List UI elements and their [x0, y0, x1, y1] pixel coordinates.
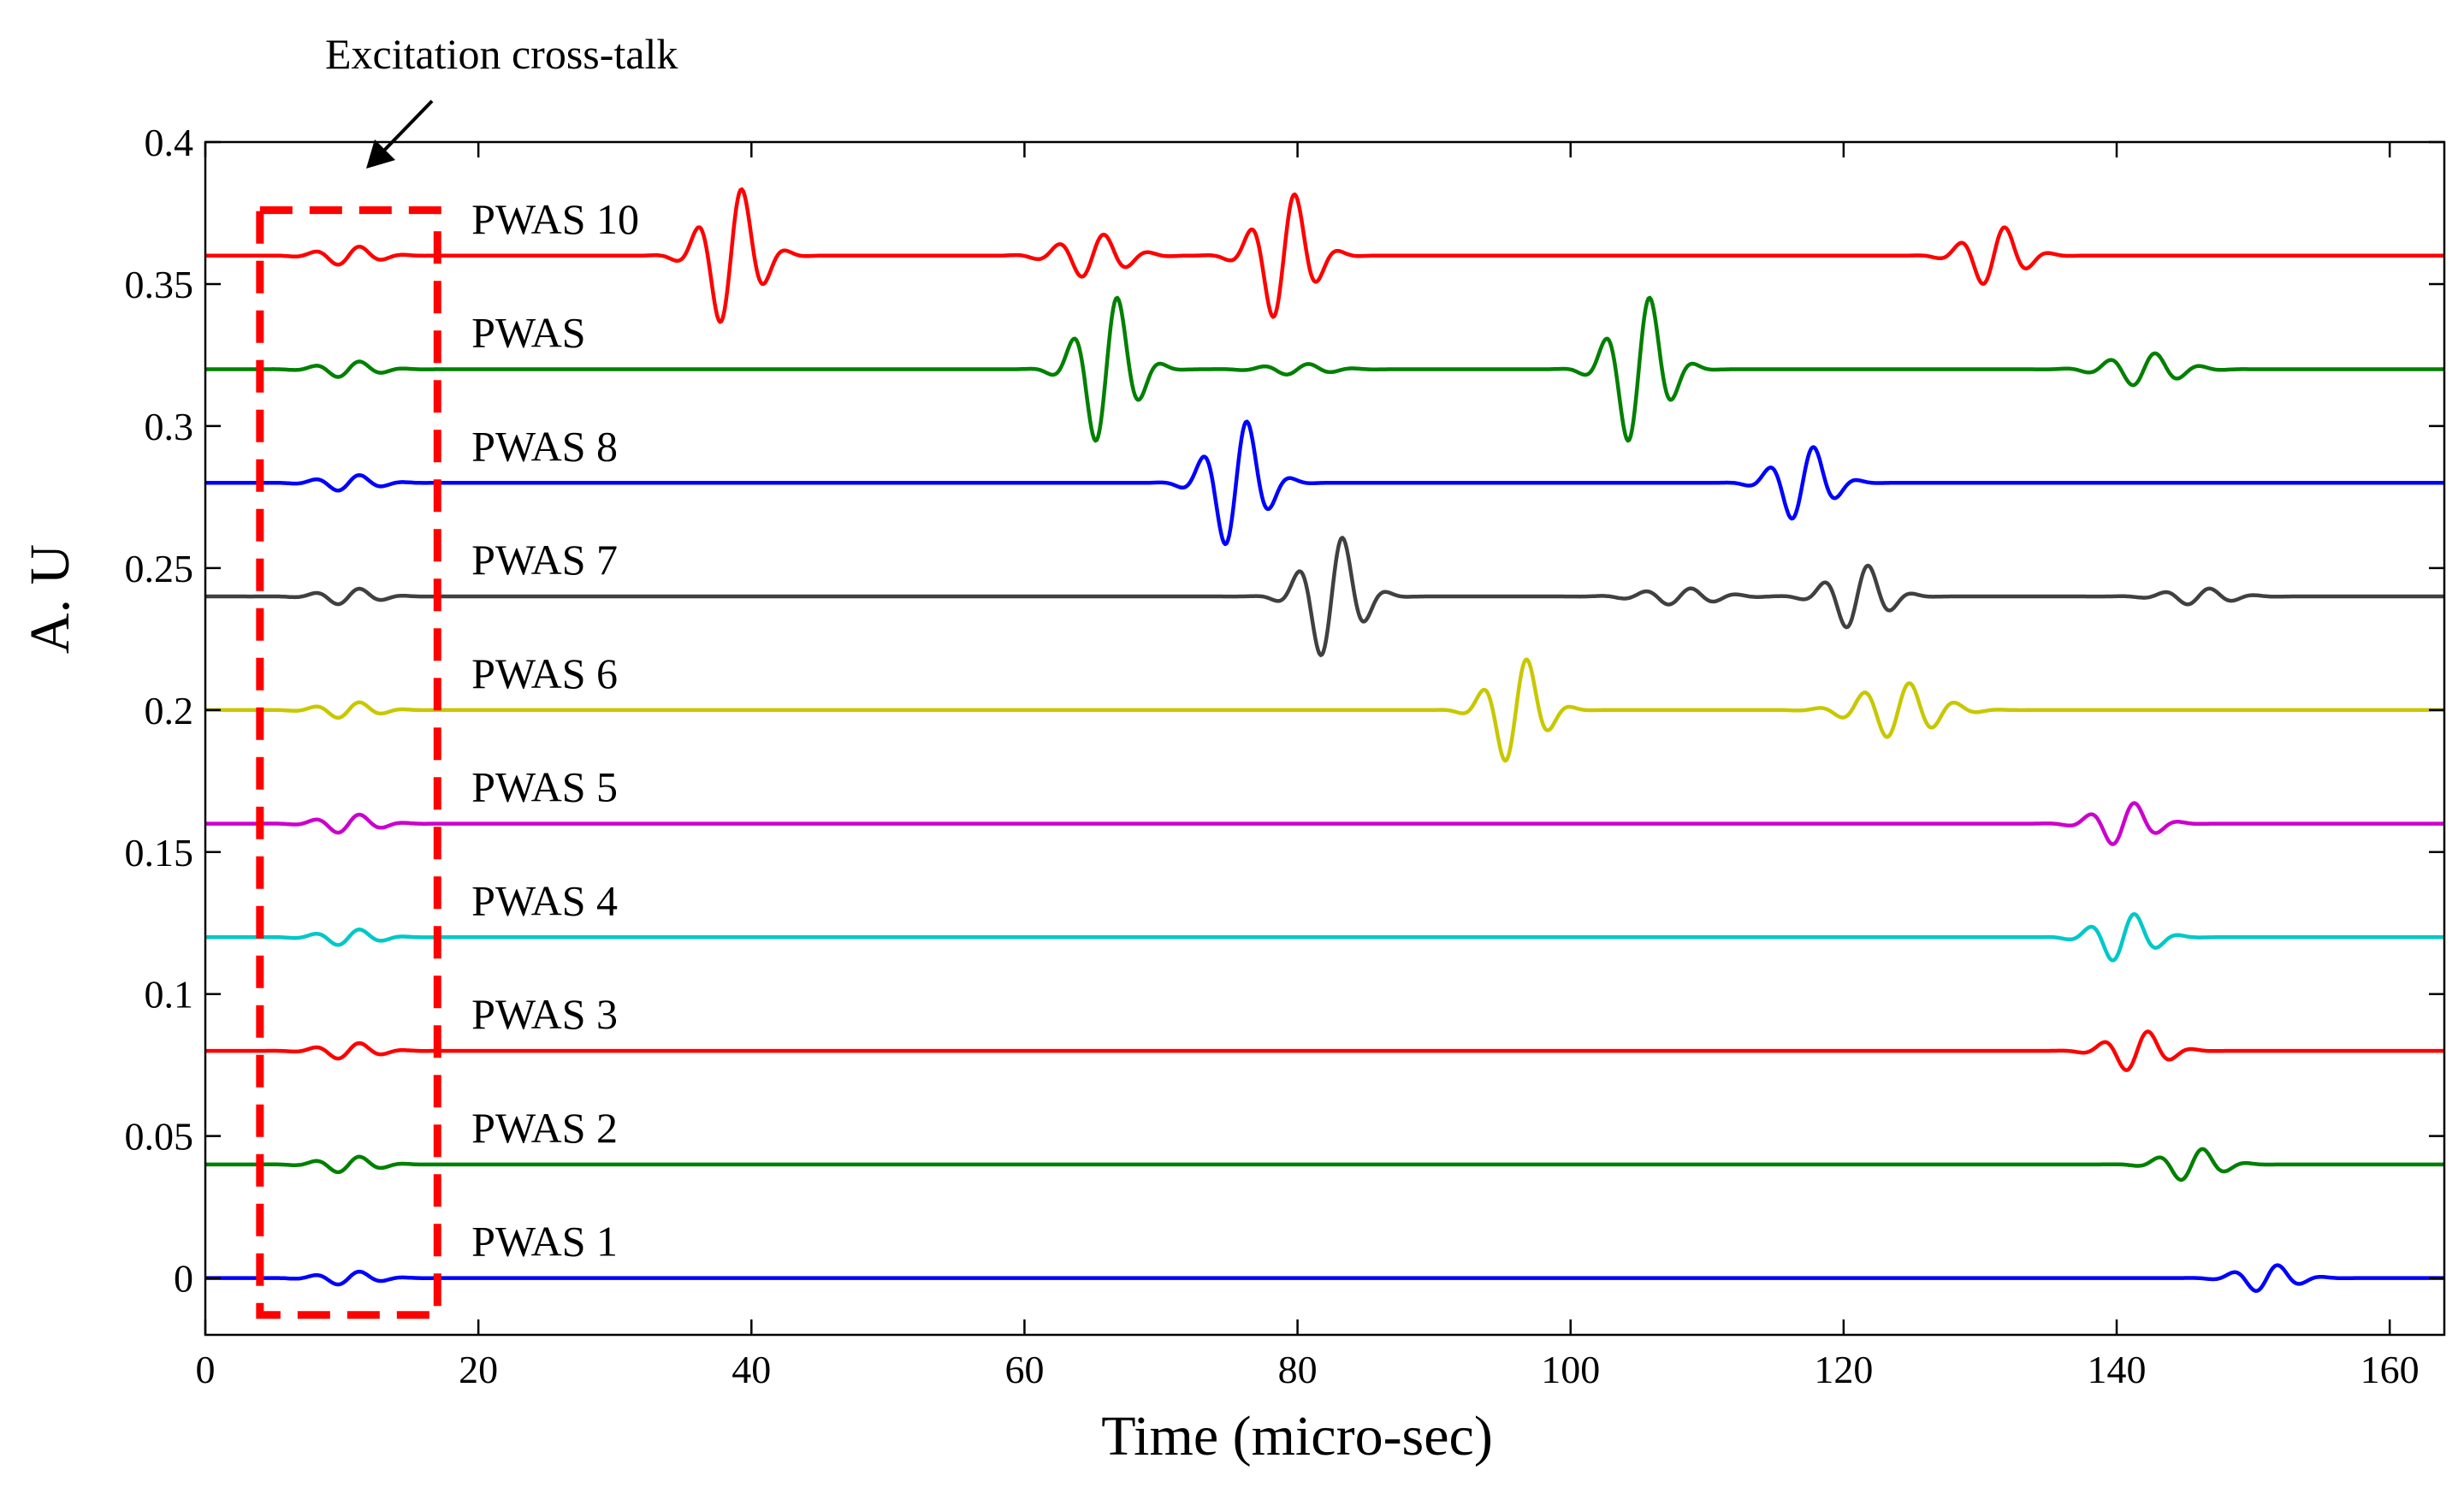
- plot-frame: [204, 140, 2446, 1337]
- series-label-layer: PWAS 1 PWAS 2 PWAS 3 PWAS 4 PWAS 5 PWAS 6 PWAS…: [471, 195, 639, 1266]
- x-tick-label: 40: [732, 1348, 771, 1391]
- y-tick-label: 0.1: [145, 973, 194, 1017]
- series-label-pwas-1: PWAS 1: [471, 1218, 618, 1266]
- series-label-pwas-5: PWAS 5: [471, 763, 618, 811]
- x-tick-label: 120: [1814, 1348, 1873, 1391]
- series-line-pwas-3: [204, 1029, 2445, 1072]
- y-tick-label: 0.15: [125, 831, 194, 875]
- y-tick-label: 0: [174, 1257, 193, 1301]
- crosstalk-dashed-box: [256, 206, 441, 1319]
- y-axis-title: A. U: [19, 544, 81, 654]
- series-label-pwas-4: PWAS 4: [471, 876, 618, 924]
- x-tick-label: 20: [459, 1348, 498, 1391]
- series-label-pwas-8: PWAS 8: [471, 422, 618, 470]
- plot-background: [205, 142, 2444, 1335]
- x-tick-label: 80: [1278, 1348, 1318, 1391]
- series-line-pwas-4: [204, 912, 2445, 963]
- annotation-arrow-line: [376, 99, 434, 158]
- series-label-pwas-7: PWAS 7: [471, 536, 618, 584]
- series-label-pwas-10: PWAS 10: [471, 195, 639, 243]
- series-layer: [204, 187, 2445, 1293]
- y-tick-label: 0.2: [145, 689, 194, 732]
- x-tick-label: 160: [2360, 1348, 2420, 1391]
- annotation-layer: Excitation cross-talk: [256, 30, 678, 1319]
- y-tick-label: 0.4: [145, 121, 194, 164]
- series-line-pwas-6: [204, 657, 2445, 763]
- crosstalk-annotation-text: Excitation cross-talk: [325, 30, 678, 78]
- series-line-pwas-10: [204, 187, 2445, 324]
- y-tick-label: 0.3: [145, 405, 194, 448]
- x-tick-label: 60: [1004, 1348, 1044, 1391]
- x-tick-label: 140: [2088, 1348, 2147, 1391]
- axes-layer: 0 20 40 60 80 100 120 140 160 0 0.05 0.1 0.15 0.2 0.25…: [125, 121, 2446, 1391]
- x-tick-label: 0: [196, 1348, 216, 1391]
- series-line-pwas-1: [204, 1263, 2445, 1293]
- y-tick-label: 0.25: [125, 547, 194, 590]
- series-label-pwas-2: PWAS 2: [471, 1104, 618, 1152]
- series-label-pwas-3: PWAS 3: [471, 990, 618, 1038]
- x-axis-title: Time (micro-sec): [1101, 1405, 1493, 1467]
- y-tick-label: 0.05: [125, 1115, 194, 1159]
- series-label-pwas-9: PWAS: [471, 309, 585, 357]
- annotation-arrow-head: [366, 139, 395, 169]
- series-line-pwas-8: [204, 419, 2445, 547]
- x-tick-label: 100: [1541, 1348, 1600, 1391]
- series-line-pwas-9: [204, 295, 2445, 443]
- y-tick-label: 0.35: [125, 263, 194, 306]
- series-line-pwas-5: [204, 801, 2445, 846]
- series-line-pwas-7: [204, 536, 2445, 657]
- series-line-pwas-2: [204, 1147, 2445, 1183]
- series-label-pwas-6: PWAS 6: [471, 649, 618, 697]
